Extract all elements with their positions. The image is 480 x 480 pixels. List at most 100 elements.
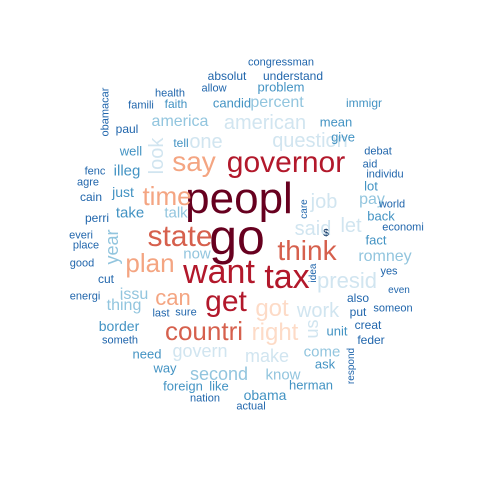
word-even: even bbox=[388, 285, 410, 296]
word-famili: famili bbox=[128, 99, 154, 112]
word-idea: idea bbox=[308, 263, 319, 283]
word-dollar: $ bbox=[323, 228, 329, 239]
word-give: give bbox=[331, 129, 355, 145]
word-perri: perri bbox=[84, 211, 110, 225]
word-think: think bbox=[277, 235, 337, 266]
word-mean: mean bbox=[319, 114, 353, 130]
word-health: health bbox=[155, 87, 185, 100]
word-know: know bbox=[265, 366, 301, 384]
word-problem: problem bbox=[257, 79, 305, 95]
word-say: say bbox=[172, 146, 216, 177]
word-illeg: illeg bbox=[113, 162, 141, 180]
word-like: like bbox=[209, 378, 229, 394]
word-let: let bbox=[340, 215, 362, 237]
word-foreign: foreign bbox=[163, 378, 203, 394]
word-look: look bbox=[146, 137, 168, 175]
word-agre: agre bbox=[76, 176, 100, 189]
word-everi: everi bbox=[69, 229, 93, 242]
word-place: place bbox=[72, 239, 100, 252]
word-get: get bbox=[205, 285, 247, 318]
word-sure: sure bbox=[175, 306, 197, 319]
word-job: job bbox=[310, 191, 338, 213]
word-american: american bbox=[223, 112, 307, 134]
word-border: border bbox=[98, 318, 140, 334]
word-second: second bbox=[189, 364, 249, 384]
word-peopl: peopl bbox=[185, 174, 293, 223]
word-good: good bbox=[69, 257, 95, 270]
word-care: care bbox=[299, 199, 310, 219]
word-obamacar: obamacar bbox=[99, 87, 112, 137]
word-ask: ask bbox=[314, 356, 336, 372]
word-got: got bbox=[255, 295, 289, 322]
word-back: back bbox=[367, 208, 395, 224]
word-feder: feder bbox=[357, 333, 385, 347]
word-way: way bbox=[153, 360, 177, 376]
word-yes: yes bbox=[380, 265, 398, 278]
word-put: put bbox=[349, 305, 367, 319]
word-creat: creat bbox=[354, 318, 382, 332]
word-fenc: fenc bbox=[84, 165, 106, 178]
word-just: just bbox=[112, 184, 134, 200]
word-talk: talk bbox=[164, 204, 188, 222]
word-year: year bbox=[102, 229, 122, 265]
word-take: take bbox=[115, 204, 145, 222]
word-world: world bbox=[378, 198, 406, 211]
word-allow: allow bbox=[201, 82, 227, 95]
word-us: us bbox=[302, 319, 322, 339]
word-romney: romney bbox=[358, 248, 412, 265]
word-respond: respond bbox=[346, 347, 357, 385]
word-nation: nation bbox=[190, 392, 220, 405]
word-unit: unit bbox=[326, 323, 348, 339]
word-last: last bbox=[152, 307, 170, 320]
word-come: come bbox=[303, 343, 341, 361]
word-faith: faith bbox=[164, 97, 188, 111]
word-go: go bbox=[209, 209, 265, 265]
word-governor: governor bbox=[226, 146, 346, 179]
word-energi: energi bbox=[69, 290, 101, 303]
word-time: time bbox=[142, 181, 192, 211]
word-fact: fact bbox=[365, 232, 387, 248]
word-understand: understand bbox=[262, 69, 324, 83]
word-tell: tell bbox=[173, 136, 189, 150]
word-presid: presid bbox=[317, 268, 377, 293]
word-tax: tax bbox=[264, 258, 310, 296]
word-paul: paul bbox=[115, 122, 139, 136]
word-now: now bbox=[183, 245, 211, 263]
word-thing: thing bbox=[106, 297, 142, 314]
word-candid: candid bbox=[212, 95, 252, 111]
word-also: also bbox=[346, 291, 370, 305]
word-cain: cain bbox=[79, 190, 103, 204]
word-cut: cut bbox=[97, 272, 115, 286]
word-immigr: immigr bbox=[346, 96, 382, 110]
word-countri: countri bbox=[164, 316, 244, 346]
word-lot: lot bbox=[364, 178, 378, 194]
word-aid: aid bbox=[362, 158, 378, 171]
word-well: well bbox=[119, 143, 143, 159]
word-herman: herman bbox=[288, 377, 334, 393]
word-right: right bbox=[251, 319, 299, 346]
word-obama: obama bbox=[243, 387, 287, 403]
word-someth: someth bbox=[101, 334, 139, 347]
word-said: said bbox=[294, 218, 332, 240]
word-america: america bbox=[151, 113, 209, 130]
word-question: question bbox=[272, 130, 348, 152]
word-govern: govern bbox=[172, 341, 228, 361]
word-want: want bbox=[183, 253, 255, 291]
word-work: work bbox=[296, 300, 340, 322]
word-individu: individu bbox=[366, 168, 404, 181]
word-someon: someon bbox=[373, 302, 413, 315]
word-plan: plan bbox=[125, 248, 175, 278]
word-pay: pay bbox=[359, 191, 385, 208]
word-make: make bbox=[244, 346, 290, 366]
word-congressman: congressman bbox=[247, 56, 315, 69]
word-can: can bbox=[155, 285, 191, 310]
word-one: one bbox=[189, 131, 223, 153]
word-absolut: absolut bbox=[207, 69, 247, 83]
word-issu: issu bbox=[119, 286, 149, 303]
word-economi: economi bbox=[382, 221, 424, 234]
word-need: need bbox=[132, 346, 162, 362]
word-debat: debat bbox=[364, 145, 392, 158]
word-state: state bbox=[147, 220, 213, 253]
word-percent: percent bbox=[250, 94, 304, 111]
